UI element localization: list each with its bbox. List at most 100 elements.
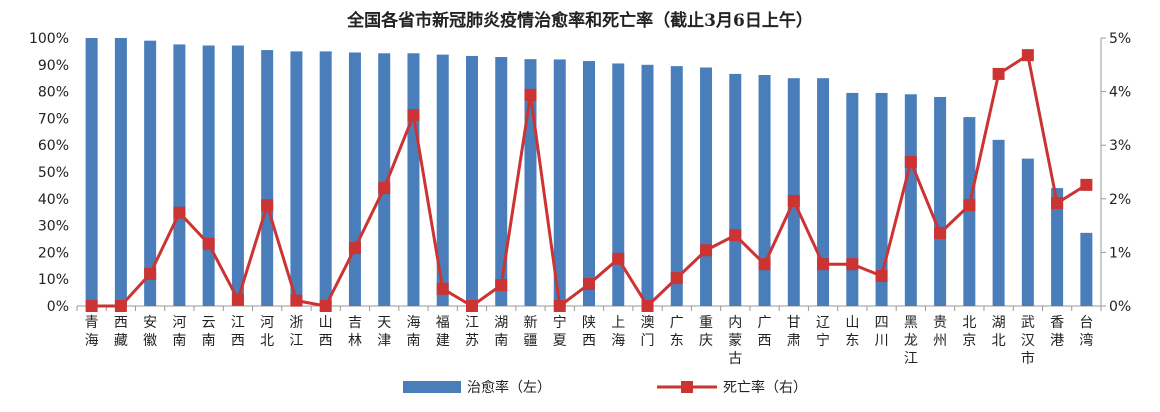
bar-青海 xyxy=(85,38,98,306)
x-label-江苏: 江苏 xyxy=(465,315,479,349)
x-label-内蒙古: 内蒙古 xyxy=(728,315,742,367)
death-rate-marker-重庆 xyxy=(700,244,713,257)
bar-湖南 xyxy=(495,57,508,306)
bar-安徽 xyxy=(144,40,157,307)
bar-武汉市 xyxy=(1021,158,1034,306)
bar-广西 xyxy=(758,74,771,306)
x-label-黑龙江: 黑龙江 xyxy=(904,315,918,367)
bar-江西 xyxy=(231,45,244,307)
left-tick-label: 70% xyxy=(38,111,69,127)
right-tick-label: 0% xyxy=(1109,299,1131,315)
death-rate-marker-广东 xyxy=(670,272,683,285)
left-tick-label: 80% xyxy=(38,85,69,101)
x-label-武汉市: 武汉市 xyxy=(1021,315,1035,367)
right-tick-label: 3% xyxy=(1109,138,1131,154)
x-label-澳门: 澳门 xyxy=(641,315,655,349)
death-rate-marker-新疆 xyxy=(524,88,537,101)
bar-江苏 xyxy=(465,55,478,307)
x-label-江西: 江西 xyxy=(231,315,245,349)
bar-甘肃 xyxy=(787,78,800,306)
bar-吉林 xyxy=(348,52,361,306)
x-label-甘肃: 甘肃 xyxy=(787,315,801,349)
bar-浙江 xyxy=(290,51,303,307)
x-label-安徽: 安徽 xyxy=(143,315,157,349)
left-tick-label: 20% xyxy=(38,245,69,261)
death-rate-marker-河北 xyxy=(261,199,274,212)
death-rate-marker-青海 xyxy=(85,300,98,312)
x-label-广西: 广西 xyxy=(758,315,772,349)
death-rate-marker-武汉市 xyxy=(1021,49,1034,62)
x-label-贵州: 贵州 xyxy=(933,315,947,349)
x-label-浙江: 浙江 xyxy=(289,315,303,349)
bar-贵州 xyxy=(934,96,947,307)
left-tick-label: 60% xyxy=(38,138,69,154)
left-tick-label: 10% xyxy=(38,272,69,288)
x-label-新疆: 新疆 xyxy=(523,315,537,349)
death-rate-marker-香港 xyxy=(1051,197,1064,210)
x-label-西藏: 西藏 xyxy=(114,315,128,349)
bar-天津 xyxy=(378,53,391,306)
death-rate-marker-黑龙江 xyxy=(904,155,917,168)
legend-bar-swatch xyxy=(403,381,461,393)
bar-宁夏 xyxy=(553,59,566,306)
bar-河南 xyxy=(173,44,186,306)
legend-line-label: 死亡率（右） xyxy=(723,379,807,396)
right-tick-label: 2% xyxy=(1109,192,1131,208)
x-label-香港: 香港 xyxy=(1050,315,1064,349)
bar-海南 xyxy=(407,53,420,306)
bar-山西 xyxy=(319,51,332,307)
bar-澳门 xyxy=(641,64,654,306)
death-rate-marker-台湾 xyxy=(1080,178,1093,191)
death-rate-marker-江西 xyxy=(231,293,244,306)
death-rate-marker-山西 xyxy=(319,300,332,312)
death-rate-marker-宁夏 xyxy=(553,300,566,312)
x-label-天津: 天津 xyxy=(377,315,391,349)
bar-北京 xyxy=(963,117,976,306)
legend: 治愈率（左） 死亡率（右） xyxy=(403,379,807,396)
death-rate-marker-辽宁 xyxy=(817,258,830,271)
death-rate-marker-湖北 xyxy=(992,67,1005,80)
x-label-福建: 福建 xyxy=(436,315,450,349)
x-label-云南: 云南 xyxy=(202,315,216,349)
death-rate-marker-湖南 xyxy=(495,279,508,292)
x-label-青海: 青海 xyxy=(85,315,99,349)
right-tick-label: 4% xyxy=(1109,85,1131,101)
bar-河北 xyxy=(261,50,274,307)
x-label-辽宁: 辽宁 xyxy=(816,315,830,349)
bar-陕西 xyxy=(583,61,595,306)
death-rate-marker-陕西 xyxy=(583,278,595,291)
death-rate-marker-浙江 xyxy=(290,294,303,307)
left-tick-label: 30% xyxy=(38,219,69,235)
death-rate-marker-广西 xyxy=(758,258,771,271)
x-label-吉林: 吉林 xyxy=(348,315,362,349)
x-label-河南: 河南 xyxy=(172,315,186,349)
bar-内蒙古 xyxy=(729,73,742,306)
x-label-台湾: 台湾 xyxy=(1079,315,1093,349)
death-rate-marker-内蒙古 xyxy=(729,229,742,242)
right-tick-label: 5% xyxy=(1109,31,1131,47)
death-rate-marker-山东 xyxy=(846,258,859,271)
death-rate-marker-河南 xyxy=(173,206,186,219)
left-tick-label: 100% xyxy=(29,31,69,47)
x-label-重庆: 重庆 xyxy=(699,315,713,349)
bar-福建 xyxy=(436,54,449,307)
death-rate-marker-贵州 xyxy=(934,227,947,240)
left-tick-label: 90% xyxy=(38,58,69,74)
bar-西藏 xyxy=(114,38,127,306)
death-rate-marker-北京 xyxy=(963,199,976,212)
legend-bar-label: 治愈率（左） xyxy=(467,379,551,396)
bar-重庆 xyxy=(700,67,713,306)
death-rate-marker-天津 xyxy=(378,182,391,195)
bar-湖北 xyxy=(992,139,1005,306)
left-tick-label: 50% xyxy=(38,165,69,181)
left-tick-label: 40% xyxy=(38,192,69,208)
death-rate-marker-云南 xyxy=(202,237,215,250)
death-rate-marker-吉林 xyxy=(348,242,361,255)
right-tick-label: 1% xyxy=(1109,245,1131,261)
x-label-北京: 北京 xyxy=(962,315,976,349)
left-tick-label: 0% xyxy=(47,299,69,315)
x-label-上海: 上海 xyxy=(611,315,625,349)
bar-辽宁 xyxy=(817,78,830,306)
